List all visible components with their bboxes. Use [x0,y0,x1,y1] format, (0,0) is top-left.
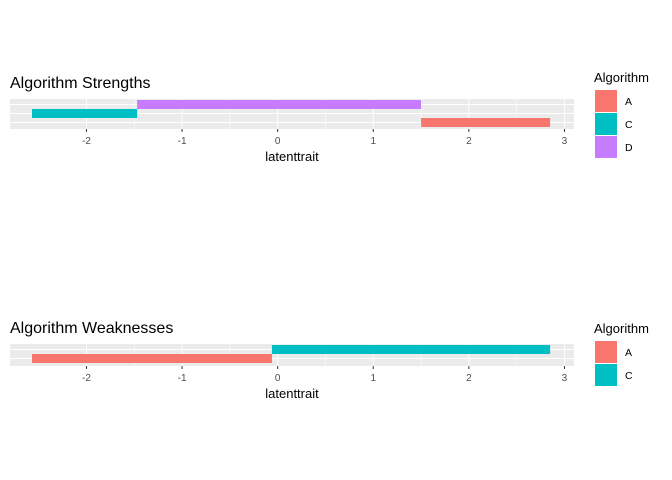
x-axis-label: latenttrait [265,149,319,164]
bar-d [137,100,422,109]
legend-label-d: D [625,142,633,154]
legend-title: Algorithm [594,321,649,336]
legend-key-a [595,90,617,112]
x-tick-label: -2 [82,136,91,147]
x-tick-label: 1 [370,373,376,384]
legend-key-c [595,113,617,135]
x-tick-label: 3 [562,136,568,147]
legend-label-c: C [625,119,633,131]
x-tick-label: -1 [178,373,187,384]
x-tick-label: 0 [275,373,281,384]
x-tick-label: 2 [466,136,472,147]
x-tick-label: 3 [562,373,568,384]
legend-key-c [595,364,617,386]
x-tick-label: 0 [275,136,281,147]
chart-title: Algorithm Weaknesses [10,320,173,337]
x-tick-label: 1 [370,136,376,147]
legend-label-c: C [625,370,633,382]
legend-label-a: A [625,347,632,359]
chart-title: Algorithm Strengths [10,75,151,92]
x-tick-label: -1 [178,136,187,147]
x-tick-label: -2 [82,373,91,384]
x-axis-label: latenttrait [265,386,319,401]
legend: Algorithm ACD [594,70,649,158]
legend-label-a: A [625,96,632,108]
bar-c [31,109,138,118]
chart-2: Algorithm Weaknesses -2 -1 0 1 2 3 latenttrait A… [10,320,649,401]
bar-a [31,354,272,363]
bar-c [271,345,551,354]
x-tick-label: 2 [466,373,472,384]
chart-1: Algorithm Strengths -2 -1 0 1 2 3 latenttrait Al… [10,70,649,164]
legend-title: Algorithm [594,70,649,85]
legend-key-d [595,136,617,158]
bar-a [421,118,551,127]
legend-key-a [595,341,617,363]
legend: Algorithm AC [594,321,649,386]
